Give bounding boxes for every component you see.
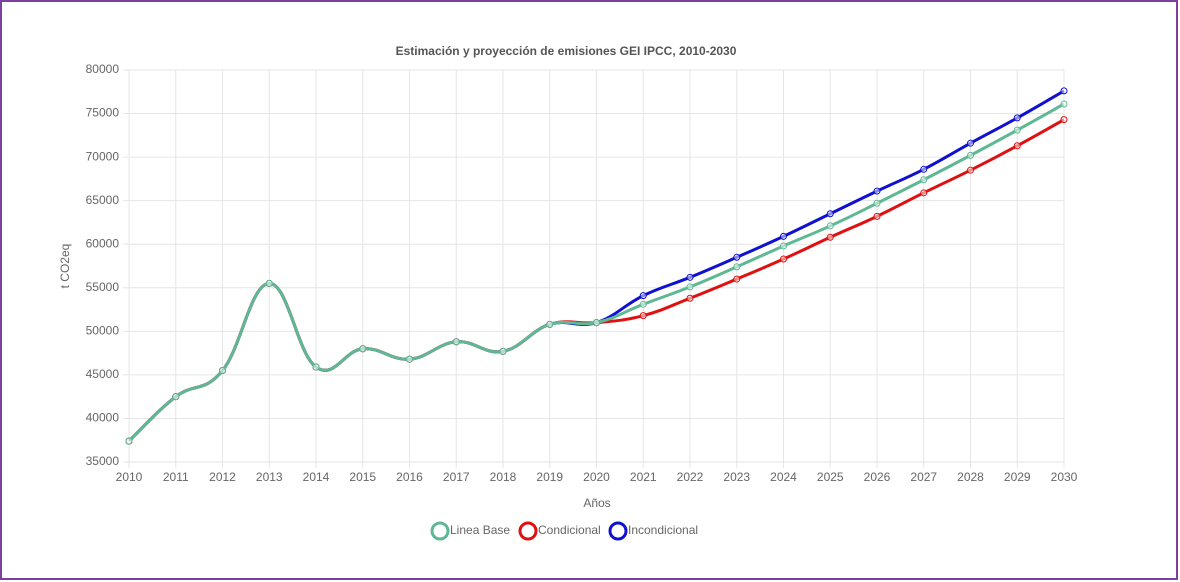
x-tick-label: 2017 <box>443 470 470 484</box>
data-point <box>780 242 787 250</box>
data-point <box>826 210 834 218</box>
y-tick-label: 75000 <box>86 106 120 120</box>
data-point <box>639 292 647 300</box>
data-point <box>1013 142 1021 150</box>
y-tick-label: 80000 <box>86 62 120 76</box>
y-tick-label: 35000 <box>86 454 120 468</box>
data-point <box>499 347 507 355</box>
data-point <box>125 437 133 445</box>
data-point <box>1060 100 1068 108</box>
data-point <box>733 253 741 261</box>
data-point <box>546 320 554 328</box>
x-tick-label: 2016 <box>396 470 423 484</box>
y-tick-label: 65000 <box>86 193 120 207</box>
x-tick-label: 2013 <box>256 470 283 484</box>
legend-swatch <box>518 521 538 541</box>
data-point <box>920 165 928 173</box>
y-tick-label: 50000 <box>86 324 120 338</box>
x-axis-label: Años <box>583 496 610 510</box>
data-point <box>312 363 320 371</box>
data-point <box>686 283 694 291</box>
data-point <box>639 300 647 308</box>
data-point <box>826 233 834 241</box>
x-tick-label: 2029 <box>1004 470 1031 484</box>
data-point <box>873 212 881 220</box>
x-tick-label: 2018 <box>490 470 517 484</box>
data-point <box>733 275 741 283</box>
data-point <box>1060 87 1068 95</box>
data-point <box>1013 126 1021 134</box>
data-point <box>359 345 367 353</box>
data-point <box>593 319 600 327</box>
x-tick-label: 2030 <box>1051 470 1078 484</box>
data-point <box>219 367 226 375</box>
data-point <box>967 166 974 174</box>
data-point <box>780 232 787 240</box>
data-point <box>686 273 694 281</box>
y-tick-label: 55000 <box>86 280 120 294</box>
data-point <box>172 393 180 401</box>
data-point <box>780 255 787 263</box>
x-tick-label: 2023 <box>723 470 750 484</box>
y-tick-label: 45000 <box>86 367 120 381</box>
data-point <box>967 151 974 159</box>
data-point <box>406 355 413 363</box>
legend-label: Condicional <box>538 523 601 537</box>
legend-label: Incondicional <box>628 523 698 537</box>
x-tick-label: 2028 <box>957 470 984 484</box>
x-tick-label: 2015 <box>349 470 376 484</box>
y-tick-label: 60000 <box>86 236 120 250</box>
legend-swatch <box>608 521 628 541</box>
y-tick-label: 40000 <box>86 411 120 425</box>
x-tick-label: 2020 <box>583 470 610 484</box>
x-tick-label: 2021 <box>630 470 657 484</box>
y-axis-label: t CO2eq <box>58 244 72 289</box>
x-tick-label: 2019 <box>536 470 563 484</box>
data-point <box>639 312 647 320</box>
data-point <box>452 338 460 346</box>
y-tick-label: 70000 <box>86 149 120 163</box>
x-tick-label: 2027 <box>910 470 937 484</box>
legend-label: Linea Base <box>450 523 510 537</box>
data-point <box>967 139 974 147</box>
x-tick-label: 2011 <box>163 470 189 484</box>
legend-swatch <box>430 521 450 541</box>
data-point <box>920 176 928 184</box>
data-point <box>873 199 881 207</box>
data-point <box>873 187 881 195</box>
chart-title: Estimación y proyección de emisiones GEI… <box>396 44 737 58</box>
data-point <box>1060 116 1068 124</box>
data-point <box>686 294 694 302</box>
x-tick-label: 2010 <box>116 470 143 484</box>
data-point <box>265 279 273 287</box>
x-tick-label: 2022 <box>677 470 704 484</box>
x-tick-label: 2012 <box>209 470 236 484</box>
x-tick-label: 2024 <box>770 470 797 484</box>
x-tick-label: 2014 <box>303 470 330 484</box>
data-point <box>920 189 928 197</box>
x-tick-label: 2025 <box>817 470 844 484</box>
data-point <box>733 263 741 271</box>
data-point <box>1013 114 1021 122</box>
data-point <box>826 222 834 230</box>
x-tick-label: 2026 <box>864 470 891 484</box>
